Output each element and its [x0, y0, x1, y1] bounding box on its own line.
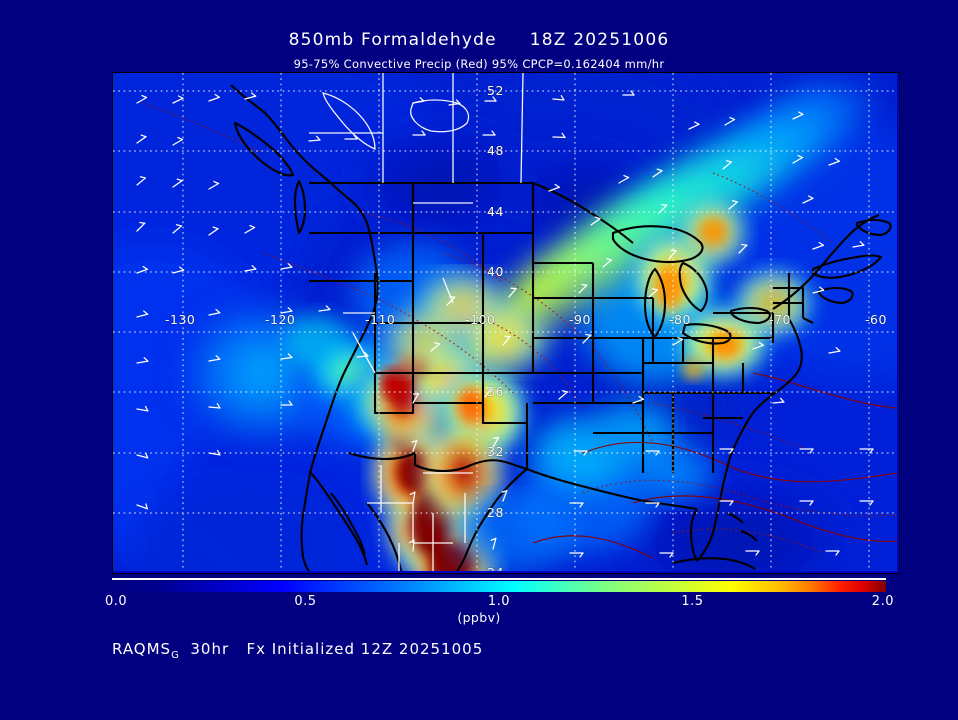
colorbar-tick-0.5: 0.5 — [294, 594, 317, 609]
page-subtitle: 95-75% Convective Precip (Red) 95% CPCP=… — [293, 57, 665, 71]
colorbar-tick-1.5: 1.5 — [681, 594, 704, 609]
colorbar-gradient — [112, 581, 886, 592]
coastlines-and-borders — [230, 84, 892, 571]
map-canvas: -130 -120 -110 -100 -90 -80 -70 -60 52 48 44 40 36 32… — [113, 73, 897, 571]
model-name: RAQMS — [112, 640, 172, 658]
page-title: 850mb Formaldehyde 18Z 20251006 — [288, 30, 670, 50]
colorbar-tick-2.0: 2.0 — [871, 594, 894, 609]
model-subscript: G — [171, 650, 179, 661]
colorbar-tick-0.0: 0.0 — [105, 594, 128, 609]
province-state-lines — [309, 73, 524, 571]
colorbar-top-rule — [112, 578, 886, 580]
figure-footer: RAQMSG 30hr Fx Initialized 12Z 20251005 — [112, 640, 483, 661]
colorbar-units: (ppbv) — [457, 610, 501, 625]
colorbar-tick-1.0: 1.0 — [487, 594, 511, 609]
footer-text: 30hr Fx Initialized 12Z 20251005 — [178, 640, 484, 658]
formaldehyde-contour-map — [113, 73, 897, 571]
map-panel[interactable]: -130 -120 -110 -100 -90 -80 -70 -60 52 48 44 40 36 32… — [112, 72, 900, 574]
lat-lon-gridlines — [113, 73, 897, 571]
colorbar — [112, 578, 886, 592]
wind-barbs — [136, 90, 874, 558]
